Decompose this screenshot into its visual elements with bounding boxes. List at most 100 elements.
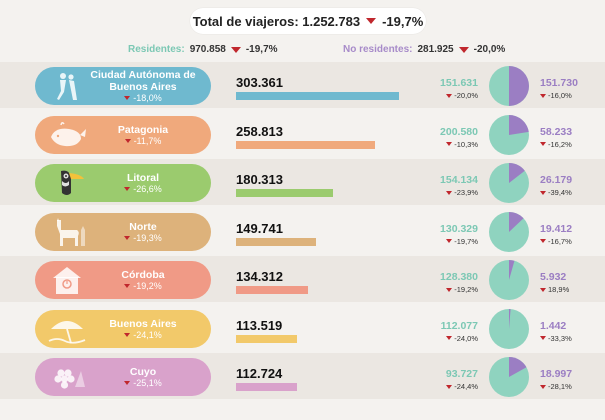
noresidentes-change-value: -16,0% — [548, 91, 572, 100]
whale-icon — [51, 121, 86, 146]
region-name: Cuyo — [129, 366, 157, 378]
residentes-value: 200.580 — [440, 125, 478, 138]
beach-umbrella-icon — [48, 320, 86, 344]
residentes-value: 130.329 — [440, 222, 478, 235]
decrease-arrow-icon — [124, 187, 131, 191]
total-travelers-change: -19,7% — [382, 13, 424, 29]
residentes-value: 128.380 — [440, 271, 478, 283]
residentes-change-value: -24,4% — [454, 382, 478, 391]
region-change: -25,1% — [124, 378, 162, 388]
residentes-change: -10,3% — [420, 140, 478, 149]
residentes-change-value: -10,3% — [454, 139, 478, 149]
pie-slice-noresidentes — [509, 114, 529, 135]
region-change-value: -24,1% — [133, 329, 162, 340]
cuckoo-clock-icon — [53, 267, 81, 294]
region-change-value: -11,7% — [133, 135, 162, 146]
noresidentes-change-value: -16,2% — [548, 139, 572, 149]
region-total-value: 180.313 — [236, 172, 283, 187]
share-pie — [489, 357, 529, 397]
residentes-change-value: -23,9% — [454, 188, 478, 197]
noresidentes-value: 151.730 — [540, 77, 578, 89]
residentes-value: 112.077 — [440, 319, 478, 332]
share-pie — [489, 308, 529, 349]
region-change-value: -19,3% — [133, 232, 162, 243]
region-total-value: 149.741 — [236, 220, 283, 236]
total-travelers-label: Total de viajeros: 1.252.783 — [192, 13, 361, 29]
noresidentes-value: 18.997 — [540, 368, 573, 380]
toucan-icon — [61, 170, 84, 195]
region-total-value: 303.361 — [236, 75, 283, 90]
region-change: -24,1% — [124, 330, 162, 340]
llama-icon — [57, 217, 85, 246]
region-name: Norte — [129, 220, 157, 233]
legend-noresidentes-value: 281.925 — [417, 44, 454, 55]
decrease-arrow-icon — [540, 336, 546, 340]
residentes-value: 93.727 — [445, 368, 478, 380]
legend-noresidentes-change: -20,0% — [473, 44, 506, 55]
share-pie — [489, 66, 529, 106]
total-travelers-badge: Total de viajeros: 1.252.783 -19,7% — [190, 8, 426, 34]
noresidentes-change: 18,9% — [540, 285, 569, 294]
share-pie — [489, 211, 529, 252]
pie-slice-noresidentes — [508, 66, 529, 106]
decrease-arrow-icon — [124, 96, 131, 100]
residentes-value: 151.631 — [440, 77, 478, 89]
decrease-arrow-icon — [446, 93, 453, 98]
share-pie — [489, 114, 529, 155]
decrease-arrow-icon — [540, 93, 546, 98]
decrease-arrow-icon — [366, 18, 377, 24]
decrease-arrow-icon — [230, 46, 241, 53]
noresidentes-change-value: -16,7% — [548, 236, 572, 246]
decrease-arrow-icon — [446, 190, 453, 195]
decrease-arrow-icon — [124, 332, 131, 337]
legend-residentes-change: -19,7% — [245, 44, 278, 55]
region-change: -19,2% — [124, 281, 162, 291]
pie-slice-noresidentes — [509, 357, 527, 377]
region-change: -26,6% — [124, 184, 162, 194]
region-pill: Norte -19,3% — [35, 212, 211, 251]
decrease-arrow-icon — [124, 284, 131, 288]
residentes-value: 154.134 — [440, 174, 478, 186]
region-pill: Litoral -26,6% — [35, 164, 211, 202]
decrease-arrow-icon — [446, 384, 453, 389]
region-name: Córdoba — [121, 269, 165, 281]
decrease-arrow-icon — [540, 239, 546, 243]
pie-slice-noresidentes — [509, 260, 515, 280]
noresidentes-change: -16,7% — [540, 237, 572, 246]
region-name: Ciudad Autónoma de Buenos Aires — [90, 69, 196, 93]
residentes-change: -24,0% — [420, 334, 478, 343]
region-name: Patagonia — [117, 123, 169, 136]
region-change: -11,7% — [124, 135, 162, 146]
share-pie — [489, 163, 529, 203]
region-total-value: 113.519 — [236, 317, 283, 333]
residentes-change: -20,0% — [420, 91, 478, 100]
region-total-bar — [236, 237, 317, 246]
legend-residentes-label: Residentes: — [128, 44, 185, 55]
noresidentes-change: -39,4% — [540, 188, 572, 197]
region-pill: Córdoba -19,2% — [35, 261, 211, 299]
region-total-bar — [236, 92, 399, 100]
noresidentes-change-value: 18,9% — [548, 285, 570, 294]
residentes-change-value: -24,0% — [454, 333, 478, 343]
region-pill: Ciudad Autónoma de Buenos Aires -18,0% — [35, 67, 211, 105]
decrease-arrow-icon — [446, 142, 453, 146]
decrease-arrow-icon — [124, 235, 131, 240]
region-total-bar — [236, 286, 309, 294]
decrease-arrow-icon — [124, 381, 131, 385]
residentes-change: -24,4% — [420, 382, 478, 391]
noresidentes-change: -28,1% — [540, 382, 572, 391]
region-total-bar — [236, 334, 297, 343]
region-total-bar — [236, 383, 297, 391]
pie-slice-noresidentes — [509, 211, 524, 232]
decrease-arrow-icon — [458, 46, 469, 53]
region-change-value: -25,1% — [133, 378, 162, 388]
region-change-value: -18,0% — [133, 93, 162, 103]
region-pill: Buenos Aires -24,1% — [35, 309, 211, 348]
noresidentes-value: 5.932 — [540, 271, 567, 283]
decrease-arrow-icon — [540, 190, 546, 195]
region-change-value: -19,2% — [133, 281, 162, 291]
decrease-arrow-icon — [124, 138, 131, 143]
region-pill: Cuyo -25,1% — [35, 358, 211, 396]
region-total-value: 258.813 — [236, 123, 283, 139]
grapes-icon — [54, 369, 85, 389]
